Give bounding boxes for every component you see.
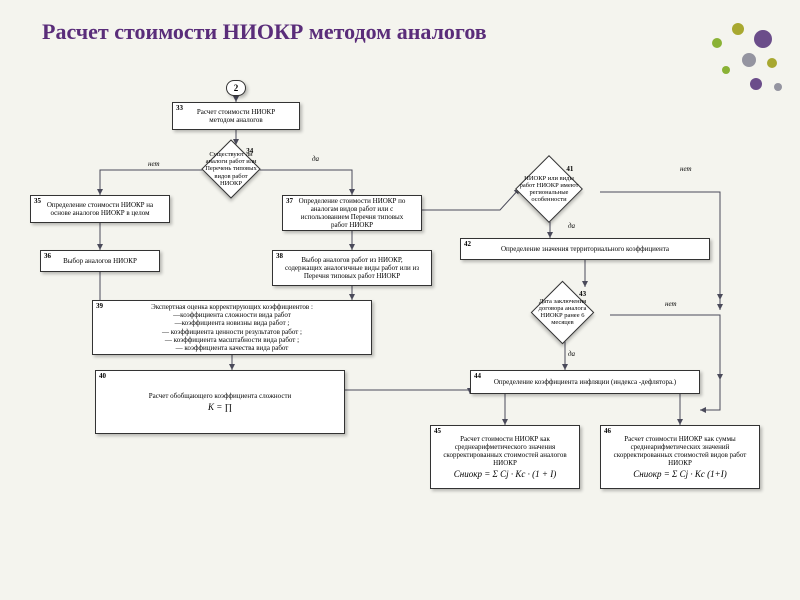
flowchart-process-n40: 40Расчет обобщающего коэффициента сложно…	[95, 370, 345, 434]
edge-label: да	[568, 222, 575, 230]
edge-label: нет	[680, 165, 692, 173]
flowchart-process-n42: 42Определение значения территориального …	[460, 238, 710, 260]
decorative-dot	[767, 58, 777, 68]
flowchart-process-n44: 44Определение коэффициента инфляции (инд…	[470, 370, 700, 394]
decorative-dot	[774, 83, 782, 91]
flowchart-terminator-start: 2	[226, 80, 246, 96]
flowchart-process-n45: 45Расчет стоимости НИОКР как среднеарифм…	[430, 425, 580, 489]
decorative-dot	[742, 53, 756, 67]
decorative-dot	[754, 30, 772, 48]
flowchart-process-n39: 39Экспертная оценка корректирующих коэфф…	[92, 300, 372, 355]
decorative-dot	[732, 23, 744, 35]
flowchart-process-n37: 37Определение стоимости НИОКР по аналога…	[282, 195, 422, 231]
flowchart-process-n46: 46Расчет стоимости НИОКР как суммы средн…	[600, 425, 760, 489]
flowchart-process-n35: 35Определение стоимости НИОКР на основе …	[30, 195, 170, 223]
flowchart-process-n33: 33Расчет стоимости НИОКР методом аналого…	[172, 102, 300, 130]
edge-label: да	[312, 155, 319, 163]
edge-label: да	[568, 350, 575, 358]
flowchart-decision-n34: Существуют ли аналоги работ или Перечень…	[201, 139, 260, 198]
flowchart-decision-n43: Дата заключения договора аналога НИОКР р…	[531, 281, 595, 345]
decorative-dot	[712, 38, 722, 48]
flowchart-process-n36: 36Выбор аналогов НИОКР	[40, 250, 160, 272]
page-title: Расчет стоимости НИОКР методом аналогов	[42, 18, 487, 46]
flowchart-decision-n41: НИОКР или виды работ НИОКР имеют региона…	[515, 155, 583, 223]
decorative-dot	[722, 66, 730, 74]
flowchart-process-n38: 38Выбор аналогов работ из НИОКР, содержа…	[272, 250, 432, 286]
edge-label: нет	[148, 160, 160, 168]
decorative-dot	[750, 78, 762, 90]
decorative-dots	[692, 8, 792, 108]
edge-label: нет	[665, 300, 677, 308]
